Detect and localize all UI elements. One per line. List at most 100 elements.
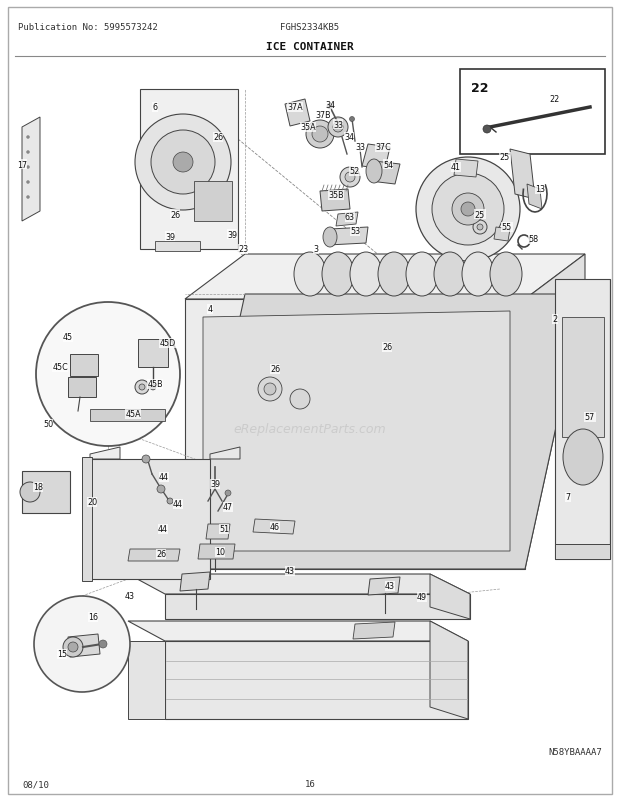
Circle shape bbox=[327, 104, 333, 110]
Bar bbox=[562, 318, 604, 437]
Text: Publication No: 5995573242: Publication No: 5995573242 bbox=[18, 23, 157, 32]
Text: 44: 44 bbox=[159, 473, 169, 482]
Polygon shape bbox=[185, 300, 525, 569]
Text: 49: 49 bbox=[417, 593, 427, 602]
Circle shape bbox=[68, 642, 78, 652]
Polygon shape bbox=[165, 642, 468, 719]
Text: 39: 39 bbox=[227, 230, 237, 239]
Text: 35A: 35A bbox=[300, 124, 316, 132]
Text: 16: 16 bbox=[304, 780, 316, 788]
Text: 3: 3 bbox=[314, 245, 319, 254]
Polygon shape bbox=[180, 573, 210, 591]
Bar bbox=[70, 354, 98, 376]
Text: 55: 55 bbox=[502, 223, 512, 233]
Text: 58: 58 bbox=[528, 235, 538, 244]
Polygon shape bbox=[430, 622, 468, 719]
Text: 7: 7 bbox=[565, 493, 570, 502]
Text: 2: 2 bbox=[552, 315, 557, 324]
Circle shape bbox=[27, 166, 30, 169]
Text: 34: 34 bbox=[344, 133, 354, 142]
Circle shape bbox=[225, 490, 231, 496]
Polygon shape bbox=[362, 145, 390, 170]
Circle shape bbox=[306, 121, 334, 149]
Text: 33: 33 bbox=[333, 120, 343, 129]
Text: 26: 26 bbox=[213, 133, 223, 142]
Circle shape bbox=[167, 498, 173, 504]
Bar bbox=[194, 182, 232, 221]
Text: 22: 22 bbox=[550, 95, 560, 104]
Text: 23: 23 bbox=[238, 245, 248, 254]
Circle shape bbox=[258, 378, 282, 402]
Text: 13: 13 bbox=[535, 185, 545, 194]
Text: 26: 26 bbox=[270, 365, 280, 374]
Text: 39: 39 bbox=[210, 480, 220, 489]
Circle shape bbox=[27, 152, 30, 154]
Text: 37B: 37B bbox=[315, 111, 331, 119]
Text: 37A: 37A bbox=[287, 103, 303, 112]
Polygon shape bbox=[185, 294, 585, 569]
Polygon shape bbox=[203, 312, 510, 551]
Circle shape bbox=[345, 172, 355, 183]
Text: 33: 33 bbox=[355, 144, 365, 152]
Polygon shape bbox=[165, 594, 470, 619]
Ellipse shape bbox=[350, 253, 382, 297]
Circle shape bbox=[416, 158, 520, 261]
Polygon shape bbox=[253, 520, 295, 534]
Text: 43: 43 bbox=[385, 581, 395, 591]
Text: 22: 22 bbox=[471, 81, 489, 95]
Circle shape bbox=[452, 194, 484, 225]
Text: 20: 20 bbox=[87, 498, 97, 507]
Text: 26: 26 bbox=[170, 210, 180, 219]
Polygon shape bbox=[140, 90, 238, 249]
Text: 4: 4 bbox=[208, 305, 213, 314]
Text: 52: 52 bbox=[350, 168, 360, 176]
Polygon shape bbox=[353, 622, 395, 639]
Polygon shape bbox=[555, 545, 610, 559]
Polygon shape bbox=[198, 545, 235, 559]
Circle shape bbox=[340, 168, 360, 188]
Polygon shape bbox=[525, 255, 585, 569]
Circle shape bbox=[151, 131, 215, 195]
Bar bbox=[138, 339, 168, 367]
Polygon shape bbox=[206, 525, 230, 539]
Polygon shape bbox=[328, 228, 368, 245]
Text: 44: 44 bbox=[173, 500, 183, 508]
Text: 53: 53 bbox=[350, 227, 360, 237]
Circle shape bbox=[27, 136, 30, 140]
Text: 25: 25 bbox=[475, 210, 485, 219]
Polygon shape bbox=[128, 549, 180, 561]
Circle shape bbox=[150, 384, 156, 391]
Polygon shape bbox=[430, 574, 470, 619]
Circle shape bbox=[27, 196, 30, 199]
Polygon shape bbox=[285, 100, 310, 127]
Polygon shape bbox=[128, 642, 165, 719]
Text: 47: 47 bbox=[223, 503, 233, 512]
Polygon shape bbox=[155, 241, 200, 252]
Text: 26: 26 bbox=[156, 550, 166, 559]
Text: 37C: 37C bbox=[375, 144, 391, 152]
Bar bbox=[68, 378, 96, 398]
Text: 34: 34 bbox=[325, 100, 335, 109]
Polygon shape bbox=[454, 160, 478, 178]
Text: 45B: 45B bbox=[147, 380, 163, 389]
Text: 54: 54 bbox=[383, 160, 393, 169]
Circle shape bbox=[461, 203, 475, 217]
Circle shape bbox=[333, 123, 343, 133]
Circle shape bbox=[157, 485, 165, 493]
Polygon shape bbox=[22, 118, 40, 221]
Ellipse shape bbox=[378, 253, 410, 297]
Circle shape bbox=[27, 181, 30, 184]
Ellipse shape bbox=[366, 160, 382, 184]
Ellipse shape bbox=[294, 253, 326, 297]
Text: 10: 10 bbox=[215, 548, 225, 557]
Circle shape bbox=[139, 384, 145, 391]
Circle shape bbox=[142, 456, 150, 464]
Text: 45C: 45C bbox=[52, 363, 68, 372]
Ellipse shape bbox=[323, 228, 337, 248]
Text: 41: 41 bbox=[451, 164, 461, 172]
Circle shape bbox=[477, 225, 483, 231]
Circle shape bbox=[432, 174, 504, 245]
Ellipse shape bbox=[563, 429, 603, 485]
Circle shape bbox=[473, 221, 487, 235]
Circle shape bbox=[312, 127, 328, 143]
